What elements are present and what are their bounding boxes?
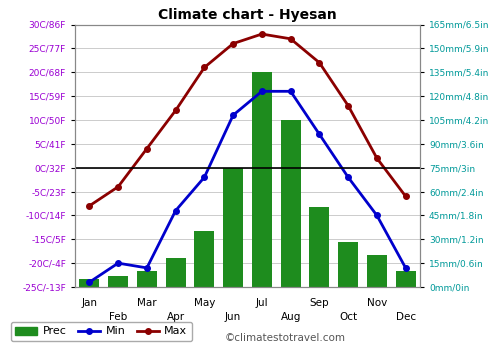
Text: Jan: Jan [82, 298, 98, 308]
Legend: Prec, Min, Max: Prec, Min, Max [10, 322, 192, 341]
Text: Jun: Jun [225, 312, 241, 322]
Text: Mar: Mar [137, 298, 156, 308]
Text: May: May [194, 298, 215, 308]
Text: Jul: Jul [256, 298, 268, 308]
Bar [108, 276, 128, 287]
Bar [223, 168, 243, 287]
Text: Aug: Aug [280, 312, 301, 322]
Bar [310, 208, 330, 287]
Title: Climate chart - Hyesan: Climate chart - Hyesan [158, 8, 337, 22]
Bar [80, 279, 100, 287]
Text: Apr: Apr [166, 312, 184, 322]
Bar [280, 120, 300, 287]
Bar [166, 258, 186, 287]
Text: Dec: Dec [396, 312, 415, 322]
Bar [194, 231, 214, 287]
Text: Feb: Feb [109, 312, 127, 322]
Text: Sep: Sep [310, 298, 329, 308]
Bar [137, 271, 157, 287]
Bar [367, 255, 387, 287]
Bar [396, 271, 415, 287]
Bar [338, 243, 358, 287]
Text: ©climatestotravel.com: ©climatestotravel.com [225, 333, 346, 343]
Text: Oct: Oct [339, 312, 357, 322]
Bar [252, 72, 272, 287]
Text: Nov: Nov [367, 298, 387, 308]
